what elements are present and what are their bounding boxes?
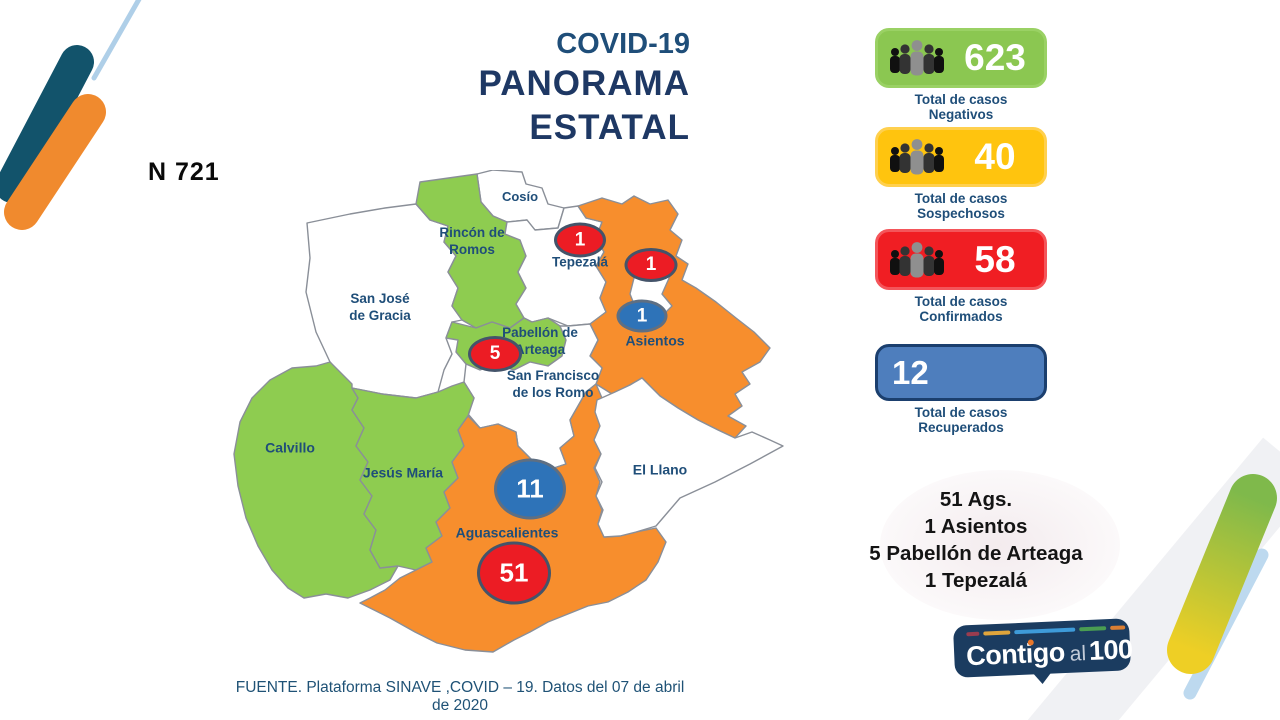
- n-count-label: N 721: [148, 158, 220, 186]
- negativos-label: Total de casos Negativos: [914, 92, 1008, 122]
- case-badge-tepezala-red: 1: [554, 222, 606, 258]
- case-badge-asientos-red: 1: [624, 248, 678, 282]
- negativos-card: 623: [875, 28, 1047, 88]
- breakdown-line: 1 Tepezalá: [924, 569, 1028, 592]
- stat-card-group-confirmados: 58 Total de casos Confirmados: [875, 229, 1047, 324]
- title-covid19: COVID-19: [556, 28, 690, 60]
- case-badge-aguascalientes-red: 51: [477, 541, 551, 605]
- logo-stripe: [1110, 625, 1126, 631]
- negativos-value: 623: [964, 37, 1026, 78]
- people-icon: [890, 241, 944, 277]
- sospechosos-card: 40: [875, 127, 1047, 187]
- recuperados-card: 12: [875, 344, 1047, 401]
- recuperados-value: 12: [892, 353, 929, 391]
- confirmados-card: 58: [875, 229, 1047, 290]
- logo-speech-tail: [1033, 672, 1052, 685]
- map-label-jesus-maria: Jesús María: [362, 464, 444, 481]
- confirmados-value: 58: [974, 238, 1016, 280]
- sospechosos-label: Total de casos Sospechosos: [914, 191, 1008, 221]
- people-icon: [890, 139, 944, 175]
- map-label-asientos: Asientos: [625, 332, 685, 349]
- municipality-el-llano: [593, 377, 784, 538]
- people-icon: [890, 40, 944, 76]
- case-breakdown-list: 51 Ags. 1 Asientos 5 Pabellón de Arteaga 1 …: [830, 486, 1122, 594]
- map-label-el-llano: El Llano: [632, 461, 688, 478]
- logo-stripe: [983, 630, 1011, 636]
- map-label-pabellon-de-arteaga: Pabellón de Arteaga: [502, 325, 578, 357]
- map-label-san-jose-de-gracia: San José de Gracia: [349, 291, 411, 323]
- stat-card-group-recuperados: 12 Total de casos Recuperados: [875, 344, 1047, 435]
- logo-word-al: al: [1069, 642, 1087, 666]
- breakdown-line: 1 Asientos: [924, 515, 1028, 538]
- logo-stripe: [1079, 626, 1107, 632]
- stat-card-group-negativos: 623 Total de casos Negativos: [875, 28, 1047, 122]
- confirmados-label: Total de casos Confirmados: [914, 294, 1008, 324]
- map-label-calvillo: Calvillo: [265, 439, 315, 456]
- case-badge-asientos-blue: 1: [616, 299, 668, 333]
- logo-word-100: 100: [1088, 634, 1134, 666]
- stat-card-group-sospechosos: 40 Total de casos Sospechosos: [875, 127, 1047, 221]
- recuperados-label: Total de casos Recuperados: [914, 405, 1008, 435]
- title-estatal: ESTATAL: [529, 108, 690, 147]
- title-panorama: PANORAMA: [478, 64, 690, 103]
- source-note: FUENTE. Plataforma SINAVE ,COVID – 19. D…: [235, 679, 685, 714]
- map-label-tepezala: Tepezalá: [551, 254, 609, 270]
- case-badge-pabellon-red: 5: [468, 336, 522, 372]
- page-title: COVID-19 PANORAMA ESTATAL: [478, 26, 690, 150]
- contigo-al-100-logo: Contigo al 100: [952, 618, 1134, 685]
- logo-word-contigo: Contigo: [965, 637, 1066, 672]
- breakdown-line: 51 Ags.: [939, 488, 1013, 511]
- logo-stripe: [966, 631, 980, 637]
- municipality-aguascalientes: [359, 383, 667, 653]
- map-label-cosio: Cosío: [501, 188, 539, 204]
- municipality-asientos: [577, 195, 771, 439]
- sospechosos-value: 40: [974, 136, 1016, 177]
- case-badge-aguascalientes-blue: 11: [494, 458, 566, 520]
- breakdown-line: 5 Pabellón de Arteaga: [869, 542, 1083, 565]
- logo-text: Contigo al 100: [954, 634, 1134, 673]
- map-label-rincon-de-romos: Rincón de Romos: [439, 225, 505, 257]
- map-label-san-francisco-de-los-romo: San Francisco de los Romo: [506, 368, 600, 400]
- map-label-aguascalientes: Aguascalientes: [455, 524, 559, 541]
- logo-stripe: [1014, 627, 1076, 635]
